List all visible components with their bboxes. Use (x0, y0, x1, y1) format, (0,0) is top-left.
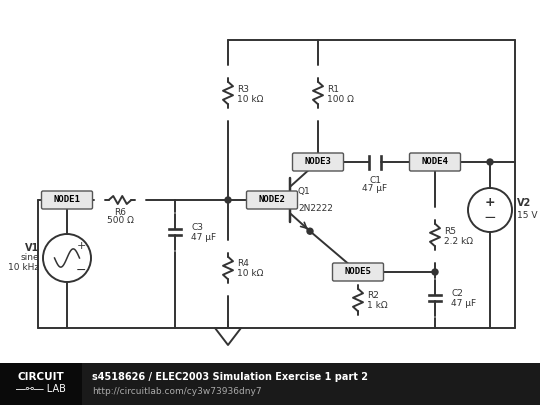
Text: +: + (77, 241, 86, 251)
Text: C2: C2 (451, 290, 463, 298)
FancyBboxPatch shape (293, 153, 343, 171)
Text: R4: R4 (237, 260, 249, 269)
Text: NODE4: NODE4 (422, 158, 448, 166)
Text: CIRCUIT: CIRCUIT (18, 372, 64, 382)
Text: sine: sine (21, 254, 39, 262)
Text: NODE2: NODE2 (259, 196, 286, 205)
Bar (0, 363, 82, 405)
Text: V2: V2 (517, 198, 531, 208)
Circle shape (64, 197, 70, 203)
FancyBboxPatch shape (409, 153, 461, 171)
Text: 10 kHz: 10 kHz (8, 264, 39, 273)
Bar (0, 363, 540, 405)
Text: http://circuitlab.com/cy3w73936dny7: http://circuitlab.com/cy3w73936dny7 (92, 386, 261, 396)
Text: 100 Ω: 100 Ω (327, 94, 354, 104)
Circle shape (307, 228, 313, 234)
Text: 47 μF: 47 μF (191, 234, 216, 243)
Text: R3: R3 (237, 85, 249, 94)
Circle shape (487, 159, 493, 165)
Circle shape (225, 197, 231, 203)
Text: R2: R2 (367, 292, 379, 301)
Text: 47 μF: 47 μF (451, 300, 476, 309)
Text: ―⚯― LAB: ―⚯― LAB (16, 384, 66, 394)
Circle shape (432, 159, 438, 165)
Text: R5: R5 (444, 226, 456, 235)
Circle shape (269, 197, 275, 203)
Text: V1: V1 (25, 243, 39, 253)
Text: s4518626 / ELEC2003 Simulation Exercise 1 part 2: s4518626 / ELEC2003 Simulation Exercise … (92, 372, 368, 382)
Text: C1: C1 (369, 176, 381, 185)
Text: 1 kΩ: 1 kΩ (367, 301, 388, 311)
Text: +: + (485, 196, 495, 209)
Text: 2.2 kΩ: 2.2 kΩ (444, 237, 473, 245)
Circle shape (355, 269, 361, 275)
Text: NODE3: NODE3 (305, 158, 332, 166)
Text: 2N2222: 2N2222 (298, 204, 333, 213)
Text: 10 kΩ: 10 kΩ (237, 269, 264, 279)
Circle shape (315, 159, 321, 165)
Text: R1: R1 (327, 85, 339, 94)
FancyBboxPatch shape (42, 191, 92, 209)
Text: 15 V: 15 V (517, 211, 537, 220)
Text: R6: R6 (114, 208, 126, 217)
Text: 47 μF: 47 μF (362, 184, 388, 193)
FancyBboxPatch shape (246, 191, 298, 209)
Circle shape (432, 269, 438, 275)
Circle shape (432, 159, 438, 165)
Text: NODE5: NODE5 (345, 267, 372, 277)
Text: 10 kΩ: 10 kΩ (237, 94, 264, 104)
Text: NODE1: NODE1 (53, 196, 80, 205)
FancyBboxPatch shape (333, 263, 383, 281)
Text: C3: C3 (191, 224, 203, 232)
Text: −: − (484, 210, 496, 225)
Text: −: − (76, 264, 86, 277)
Text: Q1: Q1 (298, 187, 310, 196)
Text: 500 Ω: 500 Ω (106, 216, 133, 225)
